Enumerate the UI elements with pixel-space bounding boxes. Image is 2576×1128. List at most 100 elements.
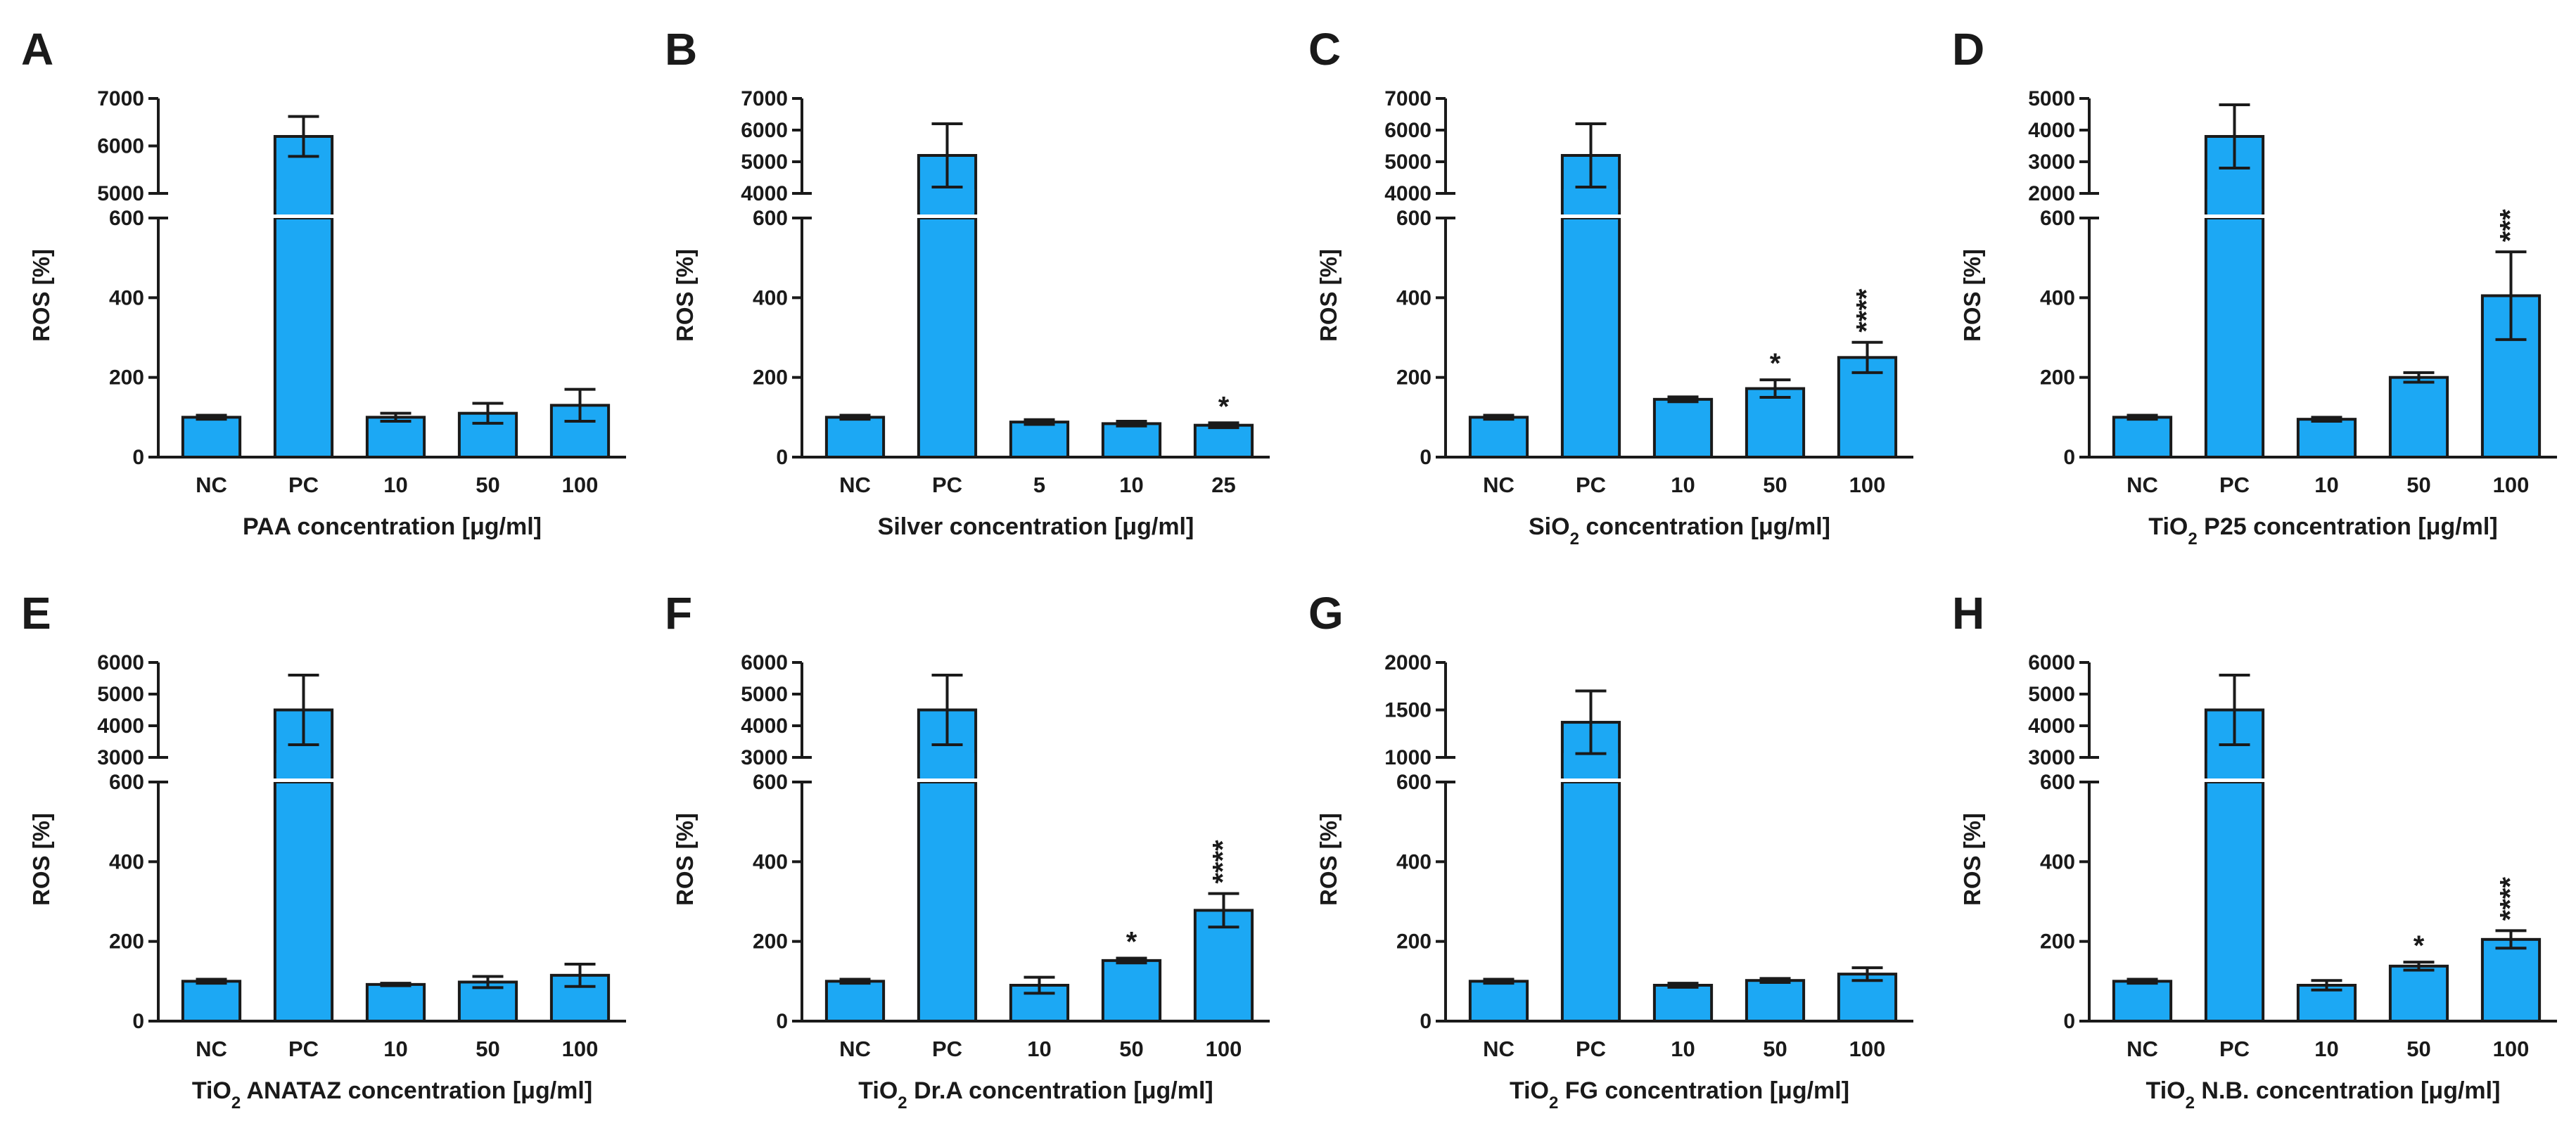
panel-d-tick-label: 4000 (2028, 119, 2075, 142)
panel-f-tick-label: 200 (753, 930, 788, 954)
panel-b-bar-25 (1193, 423, 1254, 459)
panel-g-category-label: 100 (1849, 1037, 1886, 1061)
panel-h-tick-label: 200 (2040, 930, 2075, 954)
panel-e-bar-break-fill (276, 753, 331, 778)
panel-f-tick-label: 5000 (741, 683, 788, 706)
panel-b-tick-label: 200 (753, 366, 788, 390)
panel-e-tick-label: 200 (109, 930, 144, 954)
panel-e-tick-label: 600 (109, 771, 144, 794)
panel-c-bar-100 (1837, 356, 1898, 459)
panel-e-tick-label: 0 (132, 1010, 144, 1033)
panel-c-significance-100: **** (1851, 288, 1882, 333)
panel-b-x-axis-label: Silver concentration [μg/ml] (878, 513, 1194, 540)
panel-c-tick-label: 6000 (1384, 119, 1432, 142)
panel-h-tick-label: 6000 (2028, 651, 2075, 674)
panel-c-tick-label: 200 (1396, 366, 1432, 390)
panel-c-bar-10 (1652, 397, 1714, 459)
panel-h-significance-100: **** (2495, 877, 2526, 921)
panel-d-bar-nc (2112, 416, 2173, 459)
panel-b-category-label: 5 (1033, 473, 1045, 497)
panel-a-tick-label: 6000 (97, 135, 144, 158)
panel-c-bar-pc-lower (1560, 217, 1621, 459)
panel-b-tick-label: 4000 (741, 182, 788, 205)
panel-a-letter: A (21, 24, 53, 75)
panel-c-x-axis-label: SiO2 concentration [μg/ml] (1529, 513, 1830, 549)
panel-f-tick-label: 0 (776, 1010, 788, 1033)
panel-d-tick-label: 2000 (2028, 182, 2075, 205)
panel-b-tick-label: 6000 (741, 119, 788, 142)
panel-e-letter: E (21, 588, 51, 639)
panel-e-tick-label: 400 (109, 850, 144, 873)
panel-b-y-axis-label: ROS [%] (672, 249, 698, 342)
panel-b-tick-label: 0 (776, 446, 788, 469)
panel-a-bar-break-fill (276, 189, 331, 214)
panel-g-bar-nc (1468, 980, 1529, 1023)
panel-b-letter: B (665, 24, 697, 75)
panel-c-tick-label: 0 (1420, 446, 1432, 469)
panel-d-significance-100: *** (2495, 209, 2526, 242)
panel-b-bar-nc (824, 416, 886, 459)
panel-a-category-label: 100 (562, 473, 599, 497)
panel-h-y-axis-label: ROS [%] (1959, 813, 1985, 906)
panel-c: C 0 200 400 600 4000 5000 6000 7000 ROS [%] NC PC 10… (1287, 0, 1931, 564)
panel-b-bar-break-fill (919, 189, 975, 214)
panel-d-x-axis-label: TiO2 P25 concentration [μg/ml] (2148, 513, 2497, 549)
panel-a-bar-nc (181, 416, 242, 459)
panel-g-tick-label: 1000 (1384, 746, 1432, 769)
panel-g-letter: G (1308, 588, 1344, 639)
panel-d-category-label: PC (2219, 473, 2250, 497)
panel-f-bar-nc (824, 980, 886, 1023)
panel-e-x-axis-label: TiO2 ANATAZ concentration [μg/ml] (192, 1077, 592, 1113)
panel-a-tick-label: 200 (109, 366, 144, 390)
panel-a-category-label: 50 (476, 473, 499, 497)
panel-h-tick-label: 3000 (2028, 746, 2075, 769)
panel-d-category-label: 100 (2493, 473, 2530, 497)
panel-d-letter: D (1952, 24, 1984, 75)
panel-h-x-axis-label: TiO2 N.B. concentration [μg/ml] (2146, 1077, 2501, 1113)
panel-e-category-label: PC (288, 1037, 319, 1061)
panel-d-bar-break-fill (2207, 189, 2262, 214)
panel-f-tick-label: 4000 (741, 714, 788, 738)
panel-b-tick-label: 5000 (741, 150, 788, 174)
panel-e-tick-label: 3000 (97, 746, 144, 769)
panel-g-bar-50 (1745, 979, 1806, 1023)
panel-e-category-label: 10 (383, 1037, 407, 1061)
panel-b-bar-break-gap (914, 214, 981, 218)
panel-d: D 0 200 400 600 2000 3000 4000 5000 ROS [%] NC PC 10… (1931, 0, 2575, 564)
panel-a-category-label: 10 (383, 473, 407, 497)
panel-g-x-axis-label: TiO2 FG concentration [μg/ml] (1510, 1077, 1849, 1113)
panel-d-tick-label: 0 (2063, 446, 2075, 469)
panel-f-category-label: 100 (1206, 1037, 1242, 1061)
panel-f-bar-break-gap (914, 778, 981, 782)
panel-b-category-label: 10 (1119, 473, 1143, 497)
panel-b-category-label: NC (839, 473, 871, 497)
panel-b-category-label: 25 (1211, 473, 1235, 497)
panel-c-category-label: PC (1576, 473, 1606, 497)
panel-d-tick-label: 3000 (2028, 150, 2075, 174)
panel-c-bar-break-fill (1563, 189, 1619, 214)
panel-e-bar-10 (365, 982, 426, 1023)
panel-c-category-label: 50 (1763, 473, 1787, 497)
panel-f-tick-label: 6000 (741, 651, 788, 674)
panel-e-category-label: 50 (476, 1037, 499, 1061)
panel-g-bar-10 (1652, 984, 1714, 1023)
panel-c-category-label: 100 (1849, 473, 1886, 497)
panel-g-tick-label: 0 (1420, 1010, 1432, 1033)
panel-d-category-label: 10 (2314, 473, 2338, 497)
panel-e-bar-break-gap (270, 778, 337, 782)
panel-c-tick-label: 400 (1396, 286, 1432, 309)
panel-h-tick-label: 0 (2063, 1010, 2075, 1033)
panel-f-letter: F (665, 588, 692, 639)
panel-f-significance-100: **** (1208, 840, 1239, 884)
panel-f-category-label: 50 (1119, 1037, 1143, 1061)
panel-a-bar-pc-lower (273, 217, 334, 459)
panel-a-x-axis-label: PAA concentration [μg/ml] (243, 513, 542, 540)
panel-g-bar-break-gap (1557, 778, 1624, 782)
panel-g-tick-label: 200 (1396, 930, 1432, 954)
panel-e-bar-nc (181, 980, 242, 1023)
panel-a-tick-label: 7000 (97, 87, 144, 110)
